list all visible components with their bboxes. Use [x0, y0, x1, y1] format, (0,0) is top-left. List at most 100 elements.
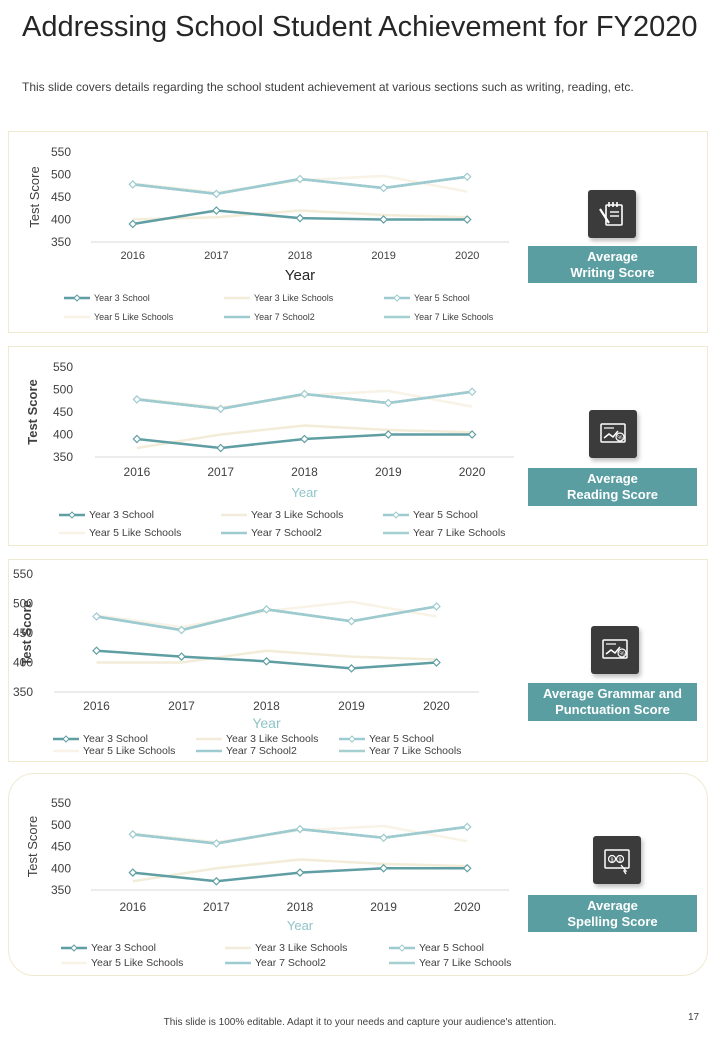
x-tick-label: 2016	[121, 250, 145, 262]
y-axis-title: Test Score	[25, 379, 40, 445]
x-tick-label: 2019	[375, 465, 402, 479]
data-point	[212, 189, 221, 199]
y-tick-label: 550	[51, 796, 71, 810]
y-tick-label: 450	[53, 405, 73, 419]
x-tick-label: 2017	[204, 250, 228, 262]
data-point	[347, 664, 356, 673]
data-point	[295, 824, 305, 834]
legend-label: Year 5 School	[414, 293, 470, 303]
y-tick-label: 350	[51, 883, 71, 897]
writing-score-panel: 550 500 450 400 350 Test Score 2016 2017 2018 201…	[8, 131, 708, 333]
grammar-score-chart: 550 500 450 400 350 Test Score 2016 2017 2018 201…	[13, 567, 479, 757]
svg-text:$: $	[611, 857, 614, 863]
data-point	[379, 833, 388, 843]
svg-text:$: $	[619, 857, 622, 863]
legend-marker	[62, 735, 70, 743]
y-tick-label: 500	[13, 597, 33, 611]
x-tick-label: 2020	[423, 699, 450, 713]
data-point	[383, 398, 393, 408]
data-point	[432, 602, 441, 611]
legend-label: Year 5 School	[413, 509, 478, 521]
y-tick-label: 500	[51, 168, 71, 182]
grammar-score-panel: 550 500 450 400 350 Test Score 2016 2017 2018 201…	[8, 559, 708, 762]
percent-screen-icon: %	[591, 626, 639, 674]
svg-text:%: %	[617, 436, 623, 442]
x-axis-title: Year	[291, 485, 318, 500]
data-point	[300, 434, 309, 444]
label-line: Average	[587, 248, 638, 264]
legend-label: Year 3 Like Schools	[226, 733, 318, 745]
spelling-score-chart: 550 500 450 400 350 Test Score 2016 2017 2018 201…	[25, 796, 511, 969]
data-point	[212, 876, 221, 886]
y-tick-label: 400	[13, 656, 33, 670]
data-point	[432, 658, 441, 667]
label-line: Punctuation Score	[555, 702, 670, 717]
legend-label: Year 5 School	[419, 942, 484, 954]
data-point	[295, 213, 305, 223]
y-tick-label: 550	[13, 567, 33, 581]
data-point	[462, 215, 472, 224]
data-point	[379, 183, 388, 193]
page-subtitle: This slide covers details regarding the …	[22, 80, 634, 94]
x-axis-title: Year	[252, 715, 281, 731]
money-screen-icon: $ $	[593, 836, 641, 884]
legend-label: Year 5 Like Schools	[83, 745, 175, 757]
legend-label: Year 7 School2	[226, 745, 297, 757]
x-axis-title: Year	[285, 267, 315, 284]
y-tick-label: 400	[51, 861, 71, 875]
y-tick-label: 400	[53, 428, 73, 442]
label-line: Average	[587, 471, 638, 486]
series-line	[132, 858, 468, 883]
x-tick-label: 2019	[370, 900, 397, 914]
legend-marker	[70, 944, 78, 952]
legend-label: Year 3 Like Schools	[254, 293, 334, 303]
legend-label: Year 3 School	[83, 733, 148, 745]
data-point	[216, 404, 226, 414]
y-tick-label: 450	[51, 190, 71, 204]
spelling-score-panel: 550 500 450 400 350 Test Score 2016 2017 2018 201…	[8, 773, 708, 976]
x-tick-label: 2018	[291, 465, 318, 479]
data-point	[379, 863, 388, 873]
data-point	[92, 646, 101, 656]
legend-label: Year 3 School	[91, 942, 156, 954]
legend-marker	[73, 294, 81, 302]
legend-label: Year 3 School	[94, 293, 150, 303]
y-tick-label: 350	[51, 235, 71, 249]
x-tick-label: 2016	[119, 900, 146, 914]
y-tick-label: 450	[13, 626, 33, 640]
data-point	[383, 430, 393, 439]
x-tick-label: 2020	[459, 465, 486, 479]
data-point	[262, 605, 271, 614]
grammar-score-label: Average Grammar and Punctuation Score	[528, 683, 697, 721]
legend-label: Year 7 Like Schools	[419, 957, 511, 969]
legend-label: Year 7 School2	[251, 527, 322, 539]
x-tick-label: 2018	[287, 900, 314, 914]
data-point	[462, 863, 472, 873]
x-tick-label: 2016	[124, 465, 151, 479]
data-point	[347, 616, 356, 626]
data-point	[216, 443, 226, 453]
legend-marker	[348, 735, 356, 743]
writing-score-chart: 550 500 450 400 350 Test Score 2016 2017 2018 201…	[27, 145, 509, 322]
notepad-pen-icon	[588, 190, 636, 238]
reading-score-chart: 550 500 450 400 350 Test Score 2016 2017 2018 201…	[25, 360, 514, 539]
footer-note: This slide is 100% editable. Adapt it to…	[163, 1017, 557, 1028]
data-point	[295, 174, 305, 184]
data-point	[132, 395, 142, 404]
legend-marker	[68, 511, 76, 519]
chart-screen-icon: %	[589, 410, 637, 458]
data-point	[128, 180, 138, 189]
data-point	[462, 172, 472, 182]
x-axis-title: Year	[287, 918, 314, 933]
legend-label: Year 7 Like Schools	[413, 527, 505, 539]
legend-label: Year 3 School	[89, 509, 154, 521]
data-point	[212, 206, 221, 215]
label-line: Average Grammar and	[543, 686, 682, 701]
x-tick-label: 2017	[168, 699, 195, 713]
y-tick-label: 500	[51, 818, 71, 832]
legend-label: Year 5 School	[369, 733, 434, 745]
data-point	[300, 389, 309, 399]
x-tick-label: 2020	[455, 250, 479, 262]
x-tick-label: 2018	[288, 250, 312, 262]
label-line: Reading Score	[566, 487, 659, 502]
